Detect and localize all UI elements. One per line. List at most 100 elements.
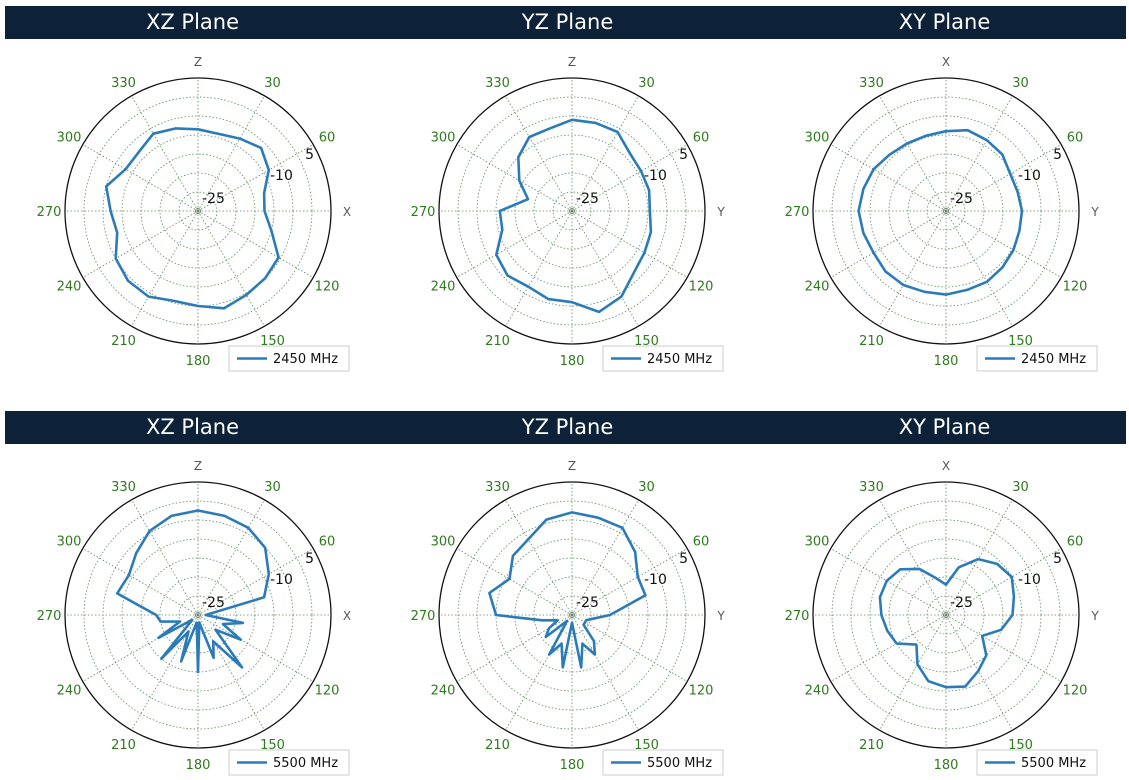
angular-gridline (131, 210, 199, 327)
yz-plane-title: YZ Plane (521, 10, 614, 34)
angle-tick-label: 210 (485, 334, 510, 349)
angular-gridline (456, 144, 573, 212)
angular-gridline (131, 95, 199, 212)
pattern-trace (115, 509, 271, 674)
angular-gridline (456, 210, 573, 278)
radial-tick-label: -25 (202, 191, 225, 207)
radial-gridline (907, 172, 985, 250)
radial-gridline (495, 134, 649, 288)
radial-tick-label: 5 (679, 551, 688, 567)
polar-chart-xy: 30 60 120 150 180 210 240 270 300 330 X Y -25 -10 5 245… (785, 55, 1099, 372)
pattern-trace (495, 118, 653, 314)
angle-tick-label: 210 (111, 738, 136, 753)
angle-tick-label: 210 (485, 738, 510, 753)
angle-tick-label: 240 (57, 280, 82, 295)
angular-gridline (197, 499, 265, 616)
radial-tick-label: 5 (679, 147, 688, 163)
angle-tick-label: 330 (485, 480, 510, 495)
right-axis-label: X (343, 205, 351, 219)
pattern-trace (857, 128, 1024, 296)
angle-tick-label: 300 (431, 131, 456, 146)
top-axis-label: Z (194, 459, 202, 473)
yz-plane-title: YZ Plane (521, 415, 614, 439)
angular-gridline (82, 144, 199, 212)
radial-gridline (907, 576, 985, 654)
radial-tick-label: -10 (1018, 572, 1041, 588)
radial-gridline (83, 500, 313, 730)
angular-gridline (571, 614, 639, 731)
angular-gridline (879, 499, 947, 616)
radial-tick-label: 5 (1053, 147, 1062, 163)
center-marker (195, 208, 201, 214)
angular-gridline (945, 614, 1013, 731)
angle-tick-label: 270 (37, 205, 62, 220)
angle-tick-label: 270 (37, 609, 62, 624)
radial-gridline (831, 500, 1061, 730)
center-marker (569, 612, 575, 618)
angle-tick-label: 120 (315, 684, 340, 699)
angular-gridline (197, 210, 314, 278)
polar-frame (812, 481, 1080, 749)
angular-gridline (197, 548, 314, 616)
angular-gridline (945, 210, 1062, 278)
polar-frame (438, 77, 706, 345)
angular-gridline (945, 614, 1062, 682)
pattern-trace (104, 127, 280, 310)
angle-tick-label: 60 (693, 131, 710, 146)
legend-label: 5500 MHz (1021, 756, 1086, 771)
center-marker (195, 612, 201, 618)
angular-gridline (945, 548, 1062, 616)
angular-gridline (571, 499, 639, 616)
angle-tick-label: 150 (1008, 738, 1033, 753)
angle-tick-label: 240 (805, 684, 830, 699)
radial-tick-label: -25 (576, 595, 599, 611)
radial-tick-label: -25 (202, 595, 225, 611)
angle-tick-label: 330 (859, 480, 884, 495)
radial-gridline (533, 172, 611, 250)
angular-gridline (571, 210, 639, 327)
angular-gridline (505, 95, 573, 212)
top-axis-label: Z (568, 55, 576, 69)
angle-tick-label: 60 (1067, 535, 1084, 550)
angle-tick-label: 180 (186, 354, 211, 369)
angle-tick-label: 270 (785, 609, 810, 624)
angle-tick-label: 120 (1063, 280, 1088, 295)
polar-chart-xz: 30 60 120 150 180 210 240 270 300 330 Z X -25 -10 5 245… (37, 55, 351, 372)
angular-gridline (830, 144, 947, 212)
right-axis-label: Y (1090, 205, 1099, 219)
polar-chart-xy: 30 60 120 150 180 210 240 270 300 330 X Y -25 -10 5 550… (785, 459, 1099, 776)
polar-frame (438, 481, 706, 749)
angle-tick-label: 120 (1063, 684, 1088, 699)
angle-tick-label: 60 (319, 535, 336, 550)
top-axis-label: Z (194, 55, 202, 69)
radial-tick-label: -10 (270, 572, 293, 588)
angle-tick-label: 210 (859, 738, 884, 753)
radial-gridline (159, 172, 237, 250)
polar-frame (64, 77, 332, 345)
angle-tick-label: 270 (785, 205, 810, 220)
angle-tick-label: 30 (264, 76, 281, 91)
radial-tick-label: -25 (576, 191, 599, 207)
angle-tick-label: 30 (1012, 480, 1029, 495)
polar-chart-yz: 30 60 120 150 180 210 240 270 300 330 Z Y -25 -10 5 550… (411, 459, 725, 776)
angle-tick-label: 150 (634, 334, 659, 349)
angular-gridline (945, 95, 1013, 212)
polar-frame (64, 481, 332, 749)
right-axis-label: Y (1090, 609, 1099, 623)
angular-gridline (82, 548, 199, 616)
angular-gridline (197, 144, 314, 212)
polar-chart-yz: 30 60 120 150 180 210 240 270 300 330 Z Y -25 -10 5 245… (411, 55, 725, 372)
top-axis-label: X (942, 459, 950, 473)
angular-gridline (456, 548, 573, 616)
radial-gridline (121, 134, 275, 288)
angle-tick-label: 300 (805, 535, 830, 550)
legend-label: 2450 MHz (647, 352, 712, 367)
angle-tick-label: 210 (111, 334, 136, 349)
radial-tick-label: -25 (950, 595, 973, 611)
angle-tick-label: 30 (638, 76, 655, 91)
radial-gridline (83, 96, 313, 326)
angle-tick-label: 300 (805, 131, 830, 146)
angular-gridline (571, 95, 639, 212)
angular-gridline (197, 210, 265, 327)
